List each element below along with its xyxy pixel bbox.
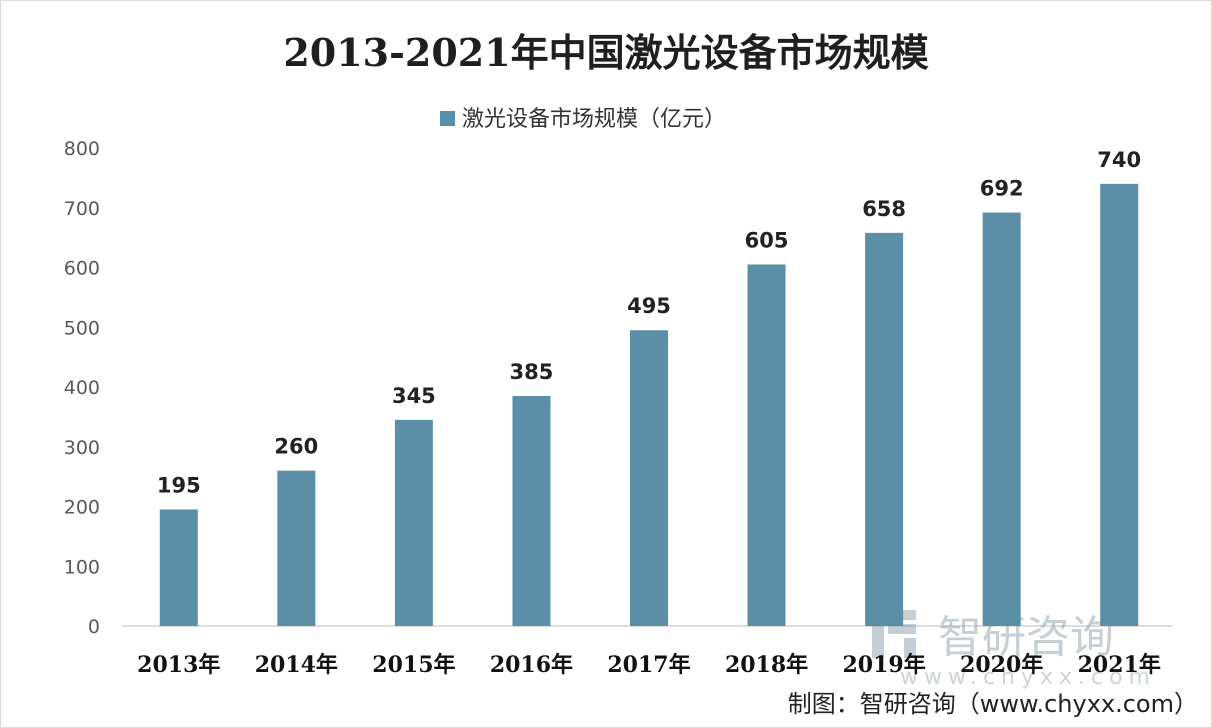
y-tick-label: 400	[64, 377, 100, 399]
y-tick-label: 500	[64, 317, 100, 339]
watermark-text: 智研咨询	[938, 612, 1114, 663]
chart-title: 2013-2021年中国激光设备市场规模	[283, 30, 928, 75]
x-tick-labels: 2013年 2014年 2015年 2016年 2017年 2018年 2019年 2020年…	[137, 652, 1161, 678]
y-tick-label: 300	[64, 437, 100, 459]
bar	[159, 509, 198, 626]
x-tick-label: 2019年	[842, 652, 925, 678]
data-label: 195	[157, 473, 201, 497]
data-label: 495	[627, 294, 671, 318]
y-tick-label: 0	[88, 616, 100, 638]
x-tick-label: 2013年	[137, 652, 220, 678]
bar	[982, 212, 1021, 626]
data-label: 692	[980, 177, 1024, 201]
bar	[747, 264, 786, 626]
legend: 激光设备市场规模（亿元）	[440, 107, 726, 132]
x-tick-label: 2018年	[725, 652, 808, 678]
data-label: 605	[745, 229, 789, 253]
y-axis: 0 100 200 300 400 500 600 700 800	[64, 138, 100, 638]
bar	[394, 419, 433, 626]
watermark: 智研咨询 www.chyxx.com	[872, 610, 1156, 690]
x-tick-label: 2014年	[255, 652, 338, 678]
legend-label: 激光设备市场规模（亿元）	[462, 107, 726, 132]
bars: 195 260 345 385 495 605 658 692 740	[157, 148, 1141, 626]
x-tick-label: 2015年	[372, 652, 455, 678]
bar	[1100, 183, 1139, 626]
x-tick-label: 2021年	[1078, 652, 1161, 678]
bar	[512, 395, 551, 626]
y-tick-label: 600	[64, 258, 100, 280]
data-label: 740	[1097, 148, 1141, 172]
x-tick-label: 2016年	[490, 652, 573, 678]
data-label: 345	[392, 384, 436, 408]
data-label: 658	[862, 197, 906, 221]
legend-swatch	[440, 111, 455, 126]
y-tick-label: 200	[64, 497, 100, 519]
y-tick-label: 800	[64, 138, 100, 160]
credit-text: 制图：智研咨询（www.chyxx.com）	[788, 690, 1198, 718]
bar	[865, 232, 904, 626]
data-label: 260	[274, 435, 318, 459]
bar	[630, 330, 668, 626]
y-tick-label: 100	[64, 556, 100, 578]
y-tick-label: 700	[64, 198, 100, 220]
x-tick-label: 2017年	[607, 652, 690, 678]
bar	[277, 470, 316, 626]
data-label: 385	[510, 360, 554, 384]
watermark-url: www.chyxx.com	[900, 665, 1156, 690]
x-tick-label: 2020年	[960, 652, 1043, 678]
